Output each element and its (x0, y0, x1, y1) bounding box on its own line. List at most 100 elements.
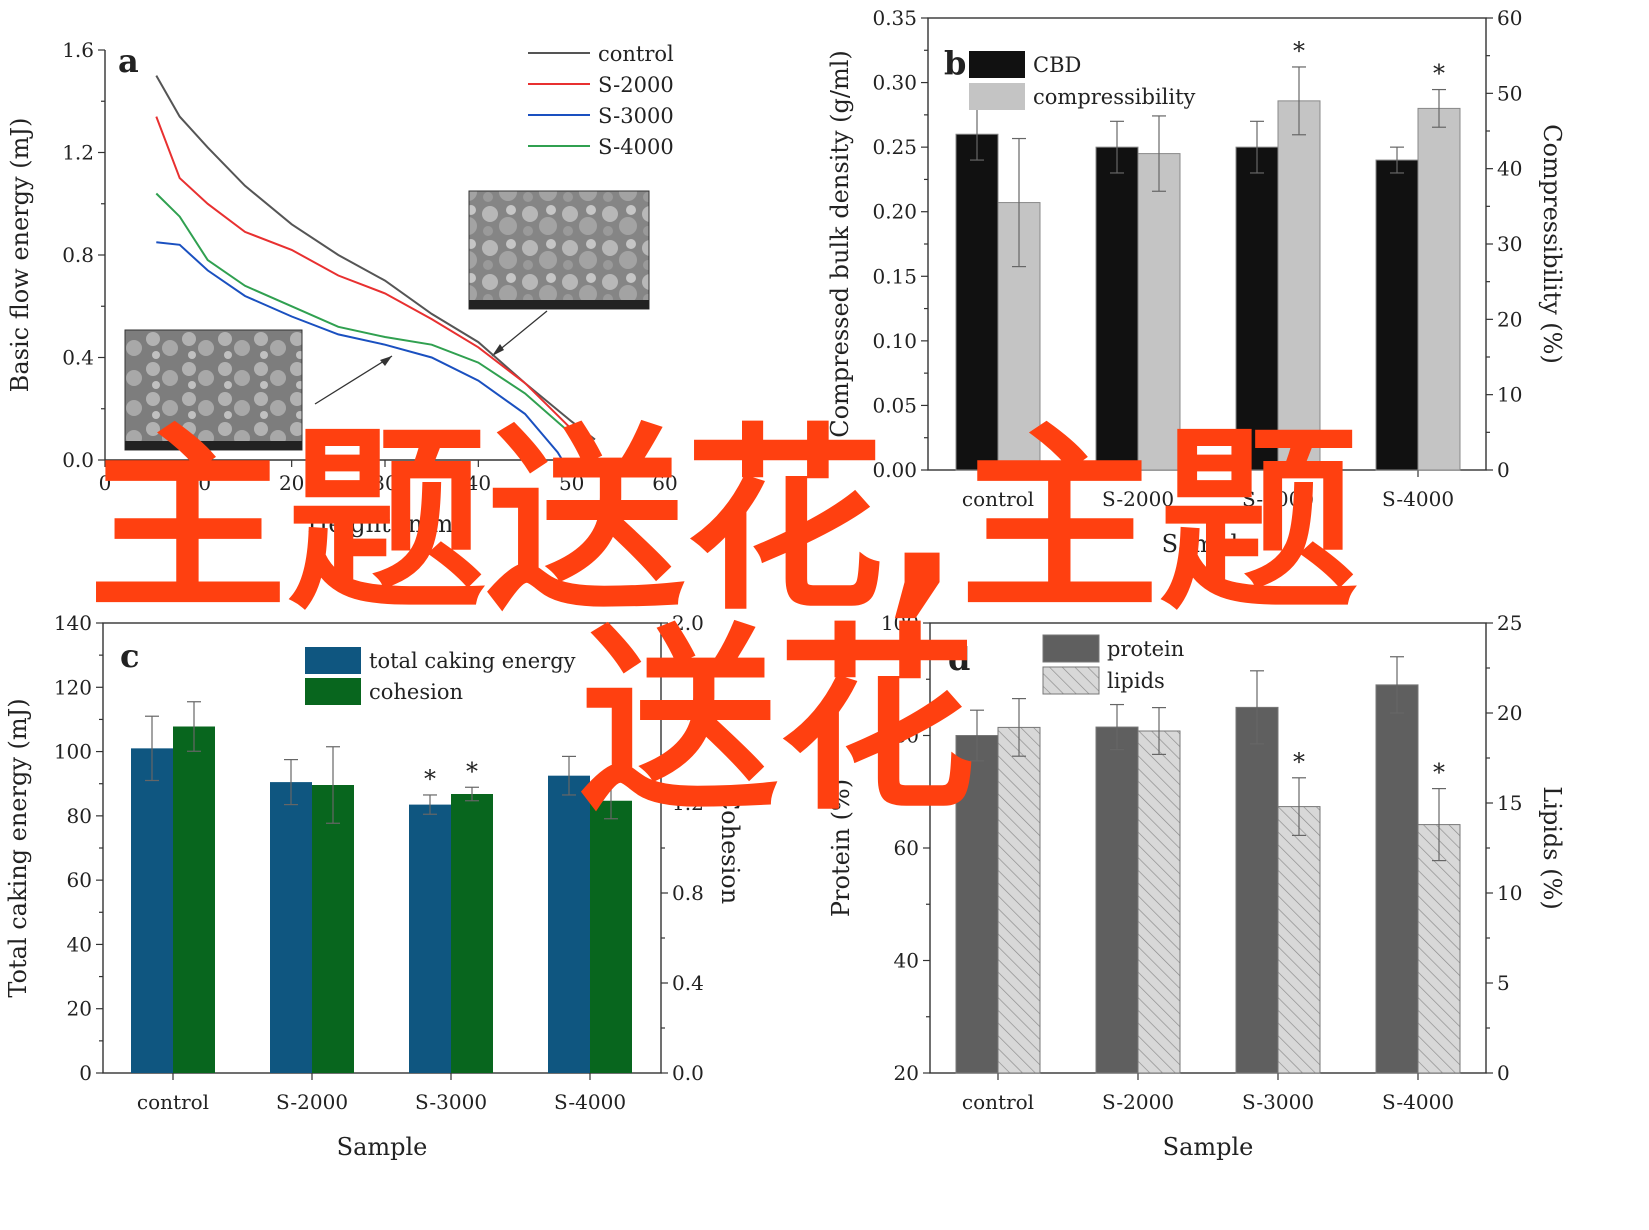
sem-scale-strip-upper (469, 300, 649, 309)
d-bar-protein (1235, 706, 1279, 1074)
panel-d-bar-chart: 20 40 60 80 100 0 5 10 15 20 25 control S-2000 S-3000… (827, 611, 1566, 1161)
b-bar-cbd (1375, 159, 1419, 471)
a-x-axis-title: Height (mm) (307, 510, 462, 538)
d-ytick-label: 20 (894, 1061, 919, 1085)
a-legend-label: S-4000 (598, 135, 674, 159)
a-series-line-s-2000 (155, 116, 587, 446)
c-y2tick-label: 1.6 (672, 701, 704, 725)
b-y2tick-label: 40 (1497, 157, 1522, 181)
b-y2tick-label: 20 (1497, 307, 1522, 331)
c-bar-total-caking-energy (409, 804, 451, 1073)
c-y2tick-label: 1.2 (672, 791, 704, 815)
d-bar-lipids (1137, 730, 1181, 1074)
c-y2tick-label: 0.0 (672, 1061, 704, 1085)
a-series-line-s-4000 (155, 192, 587, 446)
b-significance-mark: * (1293, 37, 1305, 65)
b-y-axis-title: Compressed bulk density (g/ml) (826, 50, 854, 438)
d-bar-lipids (1277, 806, 1321, 1074)
d-significance-mark: * (1293, 748, 1305, 776)
d-ytick-label: 60 (894, 836, 919, 860)
watermark-overlay: 主题送花,主题 送花 (88, 406, 1358, 837)
inset-arrow-lower (314, 355, 393, 405)
c-y2tick-label: 0.8 (672, 881, 704, 905)
b-bar-cbd (1095, 146, 1139, 471)
a-ytick-label: 0.8 (62, 243, 94, 267)
b-ytick-label: 0.20 (872, 200, 917, 224)
c-legend-swatch (305, 647, 361, 674)
b-legend-swatch (969, 83, 1025, 110)
b-y2tick-label: 50 (1497, 81, 1522, 105)
a-xtick-label: 0 (99, 471, 112, 495)
c-x-axis-title: Sample (337, 1133, 428, 1161)
b-y2tick-label: 60 (1497, 6, 1522, 30)
c-ytick-label: 80 (67, 804, 92, 828)
c-y2tick-label: 2.0 (672, 611, 704, 635)
b-xtick-label: control (962, 487, 1034, 511)
b-xtick-label: S-4000 (1382, 487, 1454, 511)
a-xtick-label: 40 (466, 471, 491, 495)
b-bar-compressibility (1417, 107, 1461, 471)
b-ytick-label: 0.15 (872, 264, 917, 288)
a-ytick-label: 1.2 (62, 141, 94, 165)
panel-c-bar-chart: 0 20 40 60 80 100 120 140 0.0 0.4 0.8 1.2 1.6 2.0 cont… (4, 611, 744, 1161)
d-y2tick-label: 15 (1497, 791, 1522, 815)
d-panel-label: d (948, 640, 970, 678)
d-y2tick-label: 10 (1497, 881, 1522, 905)
b-bar-cbd (1235, 146, 1279, 471)
b-ytick-label: 0.25 (872, 135, 917, 159)
d-y2tick-label: 25 (1497, 611, 1522, 635)
b-panel-label: b (944, 44, 966, 82)
d-bar-protein (955, 735, 999, 1074)
inset-arrow-lower-head (380, 356, 392, 366)
d-y2tick-label: 20 (1497, 701, 1522, 725)
c-ytick-label: 140 (54, 611, 92, 635)
c-ytick-label: 60 (67, 868, 92, 892)
d-xtick-label: S-2000 (1102, 1090, 1174, 1114)
a-legend-label: S-3000 (598, 104, 674, 128)
b-xtick-label: S-2000 (1102, 487, 1174, 511)
panel-a-line-chart: 0.0 0.4 0.8 1.2 1.6 0 10 20 30 40 50 60 Height (mm) B… (6, 38, 678, 538)
c-xtick-label: S-4000 (554, 1090, 626, 1114)
c-bar-cohesion (590, 800, 632, 1073)
d-y2tick-label: 0 (1497, 1061, 1510, 1085)
b-ytick-label: 0.35 (872, 6, 917, 30)
d-bar-protein (1375, 684, 1419, 1074)
a-xtick-label: 30 (372, 471, 397, 495)
b-significance-mark: * (1433, 60, 1445, 88)
a-y-axis-title: Basic flow energy (mJ) (6, 118, 34, 393)
a-legend-label: control (598, 42, 674, 66)
d-bar-lipids (1417, 824, 1461, 1074)
c-bar-cohesion (312, 785, 354, 1073)
c-bar-total-caking-energy (548, 775, 590, 1073)
c-ytick-label: 0 (79, 1061, 92, 1085)
b-y2tick-label: 30 (1497, 232, 1522, 256)
c-y2tick-label: 0.4 (672, 971, 704, 995)
a-series-line-s-3000 (156, 241, 564, 461)
b-ytick-label: 0.05 (872, 393, 917, 417)
c-bar-cohesion (451, 794, 493, 1073)
d-bar-lipids (997, 726, 1041, 1074)
a-xtick-label: 20 (279, 471, 304, 495)
d-bar-protein (1095, 726, 1139, 1074)
a-panel-label: a (118, 42, 139, 80)
c-ytick-label: 20 (67, 997, 92, 1021)
sem-micrograph-upper (468, 190, 650, 310)
d-y-axis-title: Protein (%) (827, 779, 855, 917)
d-xtick-label: control (962, 1090, 1034, 1114)
d-ytick-label: 80 (894, 724, 919, 748)
b-legend-label: compressibility (1033, 85, 1196, 109)
panel-b-bar-chart: 0.00 0.05 0.10 0.15 0.20 0.25 0.30 0.35 0 10 20 30 4… (826, 6, 1566, 558)
a-xtick-label: 60 (652, 471, 677, 495)
d-significance-mark: * (1433, 759, 1445, 787)
b-x-axis-title: Sample (1162, 530, 1253, 558)
sem-scale-strip-lower (125, 441, 302, 450)
c-y-axis-title: Total caking energy (mJ) (4, 698, 32, 997)
c-bar-total-caking-energy (270, 782, 312, 1073)
b-y2tick-label: 0 (1497, 458, 1510, 482)
d-legend-swatch (1042, 634, 1100, 663)
c-bar-total-caking-energy (131, 748, 173, 1073)
c-ytick-label: 100 (54, 740, 92, 764)
c-legend-label: total caking energy (369, 649, 576, 673)
